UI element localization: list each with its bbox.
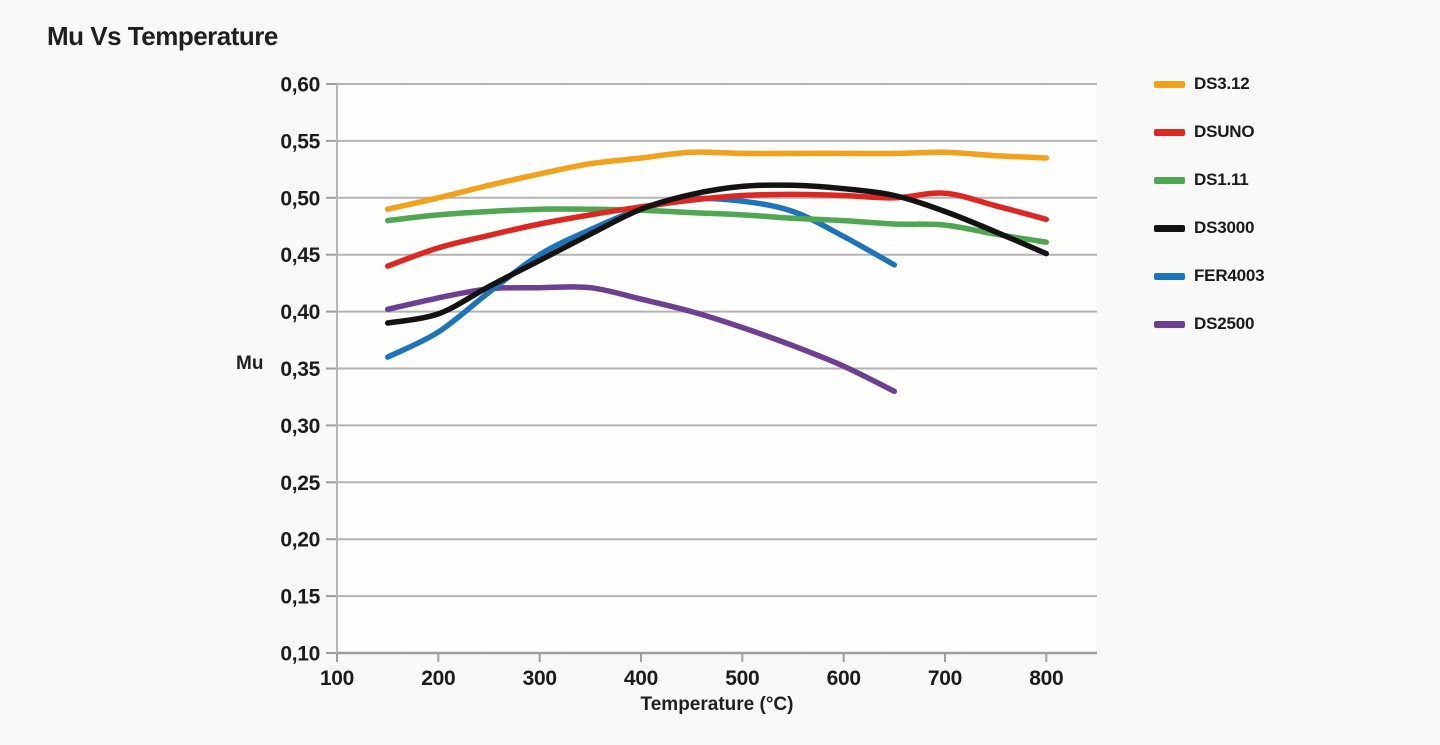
y-axis-title: Mu <box>236 353 264 374</box>
x-tick-label: 200 <box>421 667 455 690</box>
series-line-DS2500 <box>384 284 898 395</box>
x-tick-label: 700 <box>928 667 962 690</box>
y-tick-label: 0,60 <box>280 74 320 97</box>
legend-swatch-icon <box>1154 320 1185 328</box>
legend-swatch-icon <box>1154 176 1185 184</box>
legend-label: DS3000 <box>1194 218 1255 237</box>
legend-item-DS2500: DS2500 <box>1154 314 1264 333</box>
y-tick-label: 0,45 <box>280 244 320 267</box>
y-tick-label: 0,40 <box>280 301 320 324</box>
legend-label: DS2500 <box>1194 314 1255 333</box>
legend-item-DS1.11: DS1.11 <box>1154 170 1264 189</box>
x-tick-label: 100 <box>320 667 354 690</box>
y-tick-label: 0,10 <box>280 643 320 666</box>
legend: DS3.12 DSUNO DS1.11 DS3000 FER4003 DS2500 <box>1154 74 1265 365</box>
series-line-DS3000 <box>384 182 1050 326</box>
legend-item-DS3.12: DS3.12 <box>1154 74 1264 93</box>
y-tick-label: 0,25 <box>280 472 320 495</box>
x-axis-title: Temperature (°C) <box>640 694 794 715</box>
legend-swatch-icon <box>1154 272 1185 280</box>
legend-swatch-icon <box>1154 224 1185 232</box>
legend-item-FER4003: FER4003 <box>1154 266 1265 285</box>
x-tick-label: 500 <box>725 667 759 690</box>
x-tick-label: 800 <box>1029 667 1063 690</box>
legend-label: DS1.11 <box>1194 170 1249 189</box>
series-line-DS1.11 <box>384 206 1050 245</box>
series-line-DSUNO <box>384 190 1050 269</box>
y-tick-label: 0,35 <box>280 358 320 381</box>
legend-label: DS3.12 <box>1194 74 1250 93</box>
legend-swatch-icon <box>1154 80 1185 88</box>
chart-title: Mu Vs Temperature <box>47 21 278 51</box>
x-tick-label: 300 <box>523 667 557 690</box>
x-tick-label: 600 <box>827 667 861 690</box>
y-tick-label: 0,15 <box>280 586 320 609</box>
legend-swatch-icon <box>1154 128 1185 136</box>
y-tick-label: 0,20 <box>280 529 320 552</box>
legend-item-DS3000: DS3000 <box>1154 218 1264 237</box>
legend-label: FER4003 <box>1194 266 1265 285</box>
legend-item-DSUNO: DSUNO <box>1154 122 1264 141</box>
series-line-DS3.12 <box>384 149 1050 212</box>
y-tick-label: 0,50 <box>280 187 320 210</box>
x-tick-label: 400 <box>624 667 658 690</box>
legend-label: DSUNO <box>1194 122 1255 141</box>
y-tick-label: 0,30 <box>280 415 320 438</box>
y-tick-label: 0,55 <box>280 130 320 153</box>
